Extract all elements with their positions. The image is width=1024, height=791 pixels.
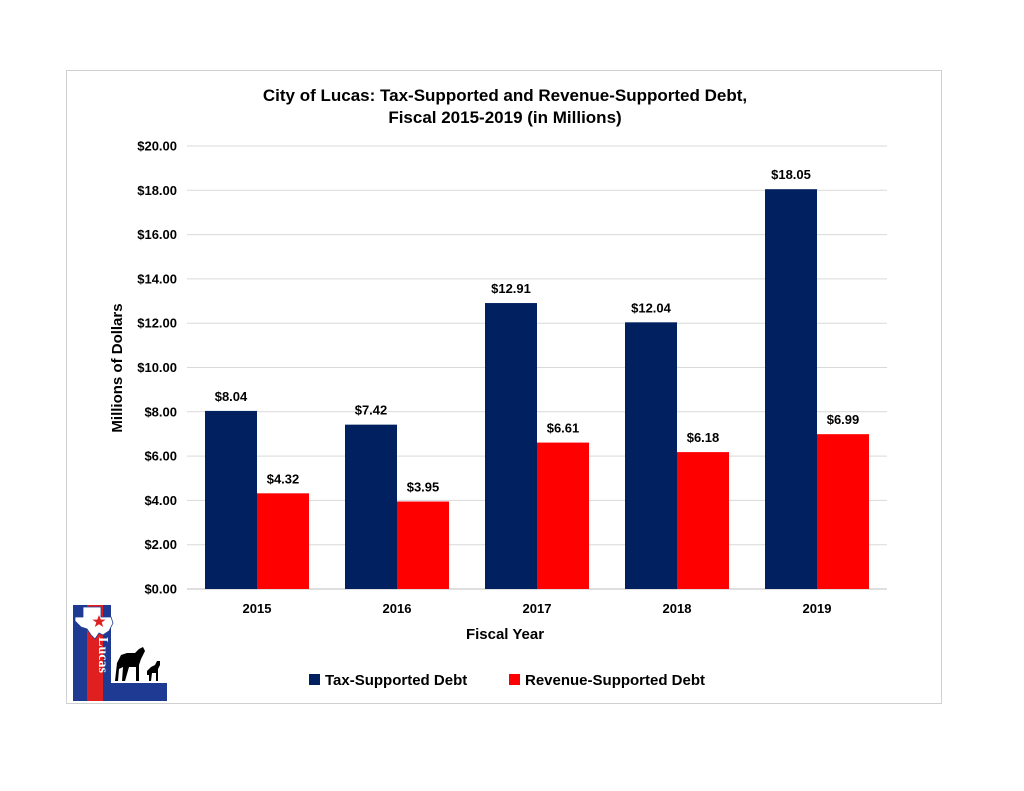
logo-blue-bar-left (73, 605, 87, 701)
x-tick-label: 2015 (243, 601, 272, 616)
x-tick-label: 2016 (383, 601, 412, 616)
y-tick-label: $20.00 (137, 139, 177, 154)
y-tick-label: $4.00 (144, 493, 177, 508)
bar-revenue-supported-2019 (817, 434, 869, 589)
bars (205, 189, 869, 589)
legend-swatch (309, 674, 320, 685)
y-axis-title: Millions of Dollars (109, 303, 126, 432)
data-label: $18.05 (771, 167, 811, 182)
y-tick-label: $18.00 (137, 183, 177, 198)
y-tick-label: $12.00 (137, 316, 177, 331)
texas-star-icon (92, 615, 106, 627)
chart-frame: City of Lucas: Tax-Supported and Revenue… (66, 70, 942, 704)
bar-tax-supported-2016 (345, 424, 397, 589)
data-label: $8.04 (215, 389, 248, 404)
bar-tax-supported-2018 (625, 322, 677, 589)
data-label: $12.04 (631, 300, 672, 315)
logo-blue-base (103, 683, 167, 701)
chart-title-line-2: Fiscal 2015-2019 (in Millions) (388, 108, 621, 127)
legend-swatch (509, 674, 520, 685)
y-tick-label: $16.00 (137, 227, 177, 242)
logo-text: Lucas (95, 637, 110, 673)
logo-blue-bar-right (103, 605, 111, 701)
texas-shape-icon (74, 606, 114, 640)
x-tick-label: 2017 (523, 601, 552, 616)
data-label: $6.18 (687, 430, 720, 445)
data-labels: $8.04 $4.32 $7.42 $3.95 $12.91 $6.61 $12.04 $6.… (215, 167, 860, 494)
bar-revenue-supported-2018 (677, 452, 729, 589)
y-tick-label: $8.00 (144, 404, 177, 419)
chart-title: City of Lucas: Tax-Supported and Revenue… (263, 86, 747, 127)
x-axis-ticks: 2015 2016 2017 2018 2019 (243, 601, 832, 616)
x-tick-label: 2018 (663, 601, 692, 616)
data-label: $7.42 (355, 403, 388, 418)
lucas-logo: Lucas (73, 605, 167, 701)
data-label: $4.32 (267, 471, 300, 486)
data-label: $6.99 (827, 412, 860, 427)
legend-label: Tax-Supported Debt (325, 672, 467, 689)
chart-title-line-1: City of Lucas: Tax-Supported and Revenue… (263, 86, 747, 105)
data-label: $12.91 (491, 281, 531, 296)
bar-revenue-supported-2017 (537, 442, 589, 589)
x-axis-title: Fiscal Year (466, 626, 544, 643)
bar-tax-supported-2017 (485, 303, 537, 589)
bar-revenue-supported-2016 (397, 501, 449, 589)
x-tick-label: 2019 (803, 601, 832, 616)
legend-label: Revenue-Supported Debt (525, 672, 705, 689)
data-label: $3.95 (407, 480, 440, 495)
y-tick-label: $10.00 (137, 360, 177, 375)
y-axis-ticks: $0.00 $2.00 $4.00 $6.00 $8.00 $10.00 $12.00 $14… (137, 139, 177, 597)
bar-tax-supported-2019 (765, 189, 817, 589)
bar-tax-supported-2015 (205, 410, 257, 589)
legend: Tax-Supported Debt Revenue-Supported Debt (309, 672, 705, 689)
y-tick-label: $14.00 (137, 271, 177, 286)
horses-icon (115, 647, 160, 681)
y-tick-label: $0.00 (144, 582, 177, 597)
bar-chart: City of Lucas: Tax-Supported and Revenue… (73, 86, 887, 701)
y-tick-label: $6.00 (144, 449, 177, 464)
bar-revenue-supported-2015 (257, 493, 309, 589)
y-tick-label: $2.00 (144, 537, 177, 552)
data-label: $6.61 (547, 421, 580, 436)
